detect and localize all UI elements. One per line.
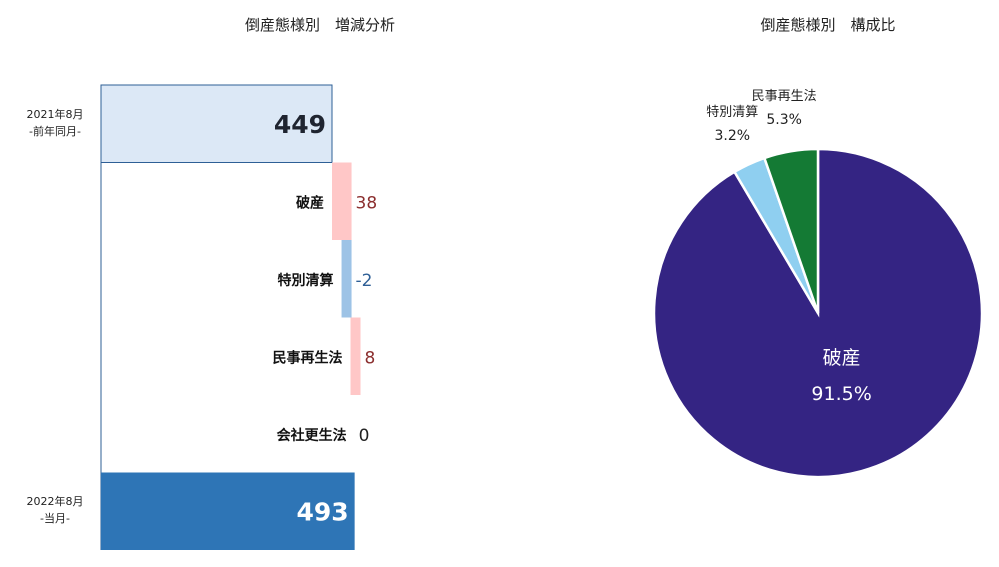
period-label-curr-line1: 2022年8月 <box>26 495 84 508</box>
waterfall-category-label: 特別清算 <box>278 272 334 289</box>
period-label-prev: 2021年8月 -前年同月- <box>8 106 102 140</box>
waterfall-chart-title: 倒産態様別 増減分析 <box>244 16 396 34</box>
waterfall-delta-label: 8 <box>365 348 376 368</box>
pie-slice-percent: 91.5% <box>811 383 871 405</box>
waterfall-bar-end <box>101 472 355 550</box>
pie-slice-label: 破産 <box>823 347 861 369</box>
waterfall-bar-step <box>350 317 361 395</box>
period-label-curr: 2022年8月 -当月- <box>8 493 102 527</box>
pie-slice-percent: 3.2% <box>715 128 751 144</box>
waterfall-bar-step <box>341 240 352 318</box>
waterfall-bar-start <box>100 84 333 163</box>
waterfall-value-start: 449 <box>274 110 326 139</box>
pie-slice-label: 特別清算 <box>706 105 758 120</box>
pie-slice <box>762 147 820 314</box>
period-label-prev-line1: 2021年8月 <box>26 108 84 121</box>
period-label-curr-line2: -当月- <box>40 512 70 525</box>
waterfall-delta-label: -2 <box>356 271 373 291</box>
waterfall-value-end: 493 <box>296 497 348 526</box>
waterfall-category-label: 破産 <box>296 194 324 211</box>
pie-chart-title: 倒産態様別 構成比 <box>760 16 896 34</box>
waterfall-category-label: 民事再生法 <box>273 349 343 366</box>
pie-slice-percent: 5.3% <box>766 112 802 128</box>
period-label-prev-line2: -前年同月- <box>29 125 81 138</box>
waterfall-delta-label: 0 <box>359 426 370 446</box>
waterfall-delta-label: 38 <box>356 193 378 213</box>
waterfall-bar-step <box>332 162 352 240</box>
pie-slice-label: 民事再生法 <box>752 89 817 104</box>
waterfall-category-label: 会社更生法 <box>277 427 347 444</box>
